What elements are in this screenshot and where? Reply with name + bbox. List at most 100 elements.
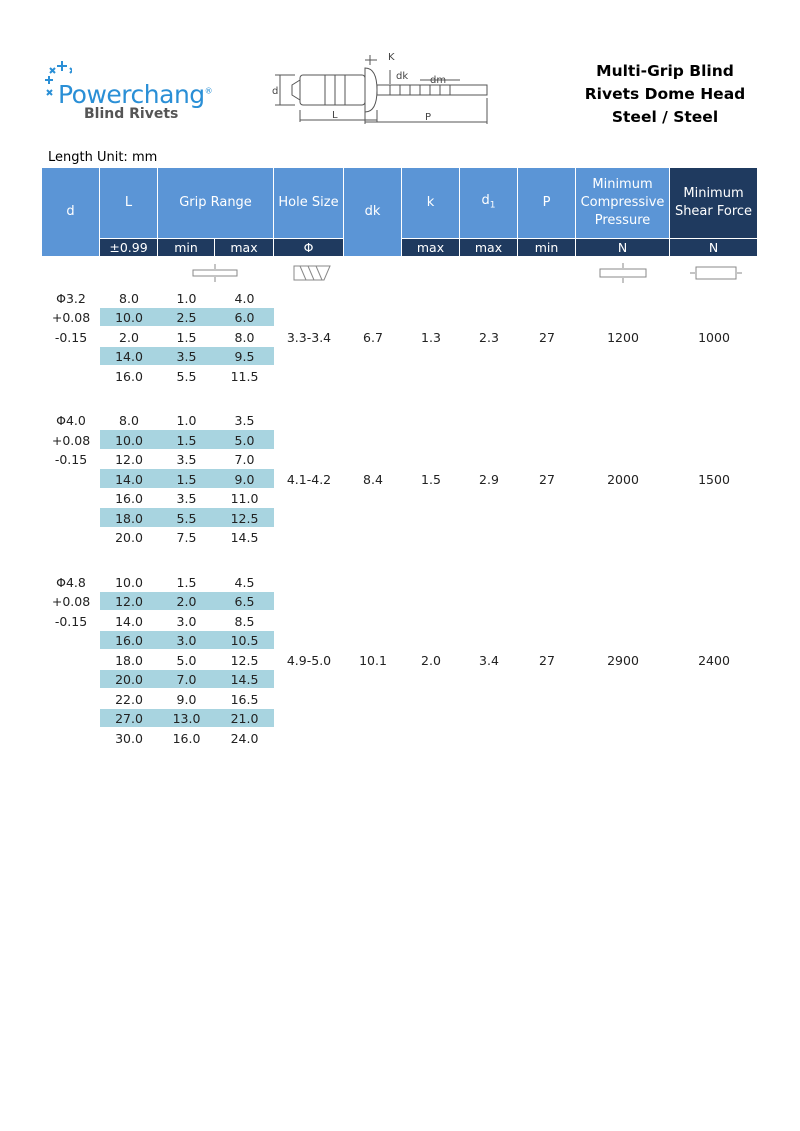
logo-stars (45, 61, 72, 96)
cell-value: 9.0 (234, 471, 255, 487)
merged-value: 6.7 (363, 329, 383, 345)
diameter: Φ4.0 (56, 413, 86, 428)
cell-value: 3.0 (176, 613, 197, 629)
rivet-diagram: K dk dm d L P (272, 52, 488, 124)
column-header: d1 (460, 168, 518, 238)
cell-value: 30.0 (115, 730, 143, 746)
cell-value: 14.5 (230, 530, 259, 545)
cell-value: 12.5 (230, 652, 259, 668)
merged-value: 4.9-5.0 (286, 652, 332, 668)
merged-value: 8.4 (363, 471, 383, 487)
cell-value: 2.0 (119, 329, 139, 345)
subheader-cell: N (576, 238, 670, 256)
cell-value: 16.0 (172, 730, 201, 746)
cell-value: 8.5 (234, 613, 255, 629)
row-highlight (100, 669, 274, 689)
brand-subtitle: Blind Rivets (84, 106, 179, 122)
cell-value: 10.0 (115, 574, 143, 590)
header-text: L (124, 195, 133, 210)
column-header: k (402, 168, 460, 238)
merged-value: 2400 (698, 652, 730, 668)
merged-value: 2.3 (479, 329, 499, 345)
brand-name: Powerchang (58, 80, 205, 109)
diameter: +0.08 (51, 594, 91, 609)
cell-value: 14.0 (115, 349, 143, 364)
row-highlight (100, 591, 274, 611)
row-highlight (100, 430, 274, 449)
column-header: Hole Size (274, 168, 344, 238)
header-text: Minimum Compressive Pressure (580, 177, 665, 228)
subheader-cell: min (158, 238, 215, 256)
diameter: -0.15 (54, 452, 88, 467)
header-text: Grip Range (179, 195, 252, 210)
cell-value: 27.0 (115, 711, 143, 726)
cell-value: 11.0 (230, 491, 259, 506)
merged-value: 27 (539, 329, 555, 345)
cell-value: 13.0 (172, 711, 201, 726)
merged-value: 1.3 (421, 329, 441, 345)
cell-value: 21.0 (230, 711, 259, 726)
label-P: P (425, 112, 431, 123)
column-header: Grip Range (158, 168, 274, 238)
column-header: d (42, 168, 100, 256)
header-text: d (66, 204, 75, 219)
brand-mark: ® (204, 86, 213, 96)
merged-value: 1200 (607, 329, 639, 345)
cell-value: 4.0 (234, 290, 255, 306)
column-header: dk (344, 168, 402, 256)
cell-value: 1.0 (176, 290, 197, 306)
cell-value: 12.0 (115, 594, 143, 609)
cell-value: 1.5 (176, 432, 197, 448)
cell-value: 12.5 (230, 510, 259, 526)
subheader-cell: max (215, 238, 274, 256)
title-line: Rivets Dome Head (584, 85, 746, 103)
column-header: L (100, 168, 158, 238)
cell-value: 16.0 (115, 633, 143, 648)
header-text: Minimum Shear Force (674, 186, 753, 219)
cell-value: 3.5 (176, 452, 197, 467)
cell-value: 2.5 (176, 310, 197, 325)
cell-value: 1.0 (176, 413, 197, 428)
row-highlight (100, 469, 274, 488)
cell-value: 22.0 (115, 691, 143, 707)
label-dk: dk (396, 71, 408, 82)
row-highlight (100, 630, 274, 650)
cell-value: 24.0 (230, 730, 259, 746)
diameter: +0.08 (51, 310, 91, 325)
unit-note: Length Unit: mm (48, 150, 158, 165)
cell-value: 2.0 (176, 594, 197, 609)
cell-value: 9.5 (234, 349, 255, 364)
cell-value: 5.0 (176, 652, 197, 668)
brand: Powerchang® (58, 80, 213, 109)
cell-value: 16.0 (115, 368, 143, 384)
subheader-cell: Φ (274, 238, 344, 256)
merged-value: 1000 (698, 329, 730, 345)
cell-value: 20.0 (115, 672, 143, 687)
merged-value: 10.1 (359, 652, 387, 668)
merged-value: 2000 (607, 471, 639, 487)
merged-value: 2900 (607, 652, 639, 668)
title: Multi-Grip Blind Rivets Dome Head Steel / … (570, 60, 760, 129)
title-line: Steel / Steel (611, 108, 719, 126)
cell-value: 6.0 (234, 310, 255, 325)
merged-value: 4.1-4.2 (286, 471, 332, 487)
cell-value: 5.5 (176, 510, 197, 526)
cell-value: 9.0 (176, 691, 197, 707)
subheader-cell: max (402, 238, 460, 256)
diameter: -0.15 (54, 329, 88, 345)
column-header: Minimum Shear Force (670, 168, 758, 238)
diameter: +0.08 (51, 432, 91, 448)
cell-value: 18.0 (115, 510, 143, 526)
label-d: d (272, 86, 278, 97)
merged-value: 2.9 (479, 471, 499, 487)
header-text: dk (364, 204, 381, 219)
cell-value: 10.0 (115, 310, 143, 325)
row-highlight (100, 307, 274, 327)
cell-value: 7.0 (234, 452, 255, 467)
header-sub: 1 (489, 200, 496, 211)
subheader-cell: max (460, 238, 518, 256)
cell-value: 16.5 (230, 691, 259, 707)
cell-value: 6.5 (234, 594, 255, 609)
label-dm: dm (430, 75, 446, 86)
merged-value: 2.0 (421, 652, 441, 668)
